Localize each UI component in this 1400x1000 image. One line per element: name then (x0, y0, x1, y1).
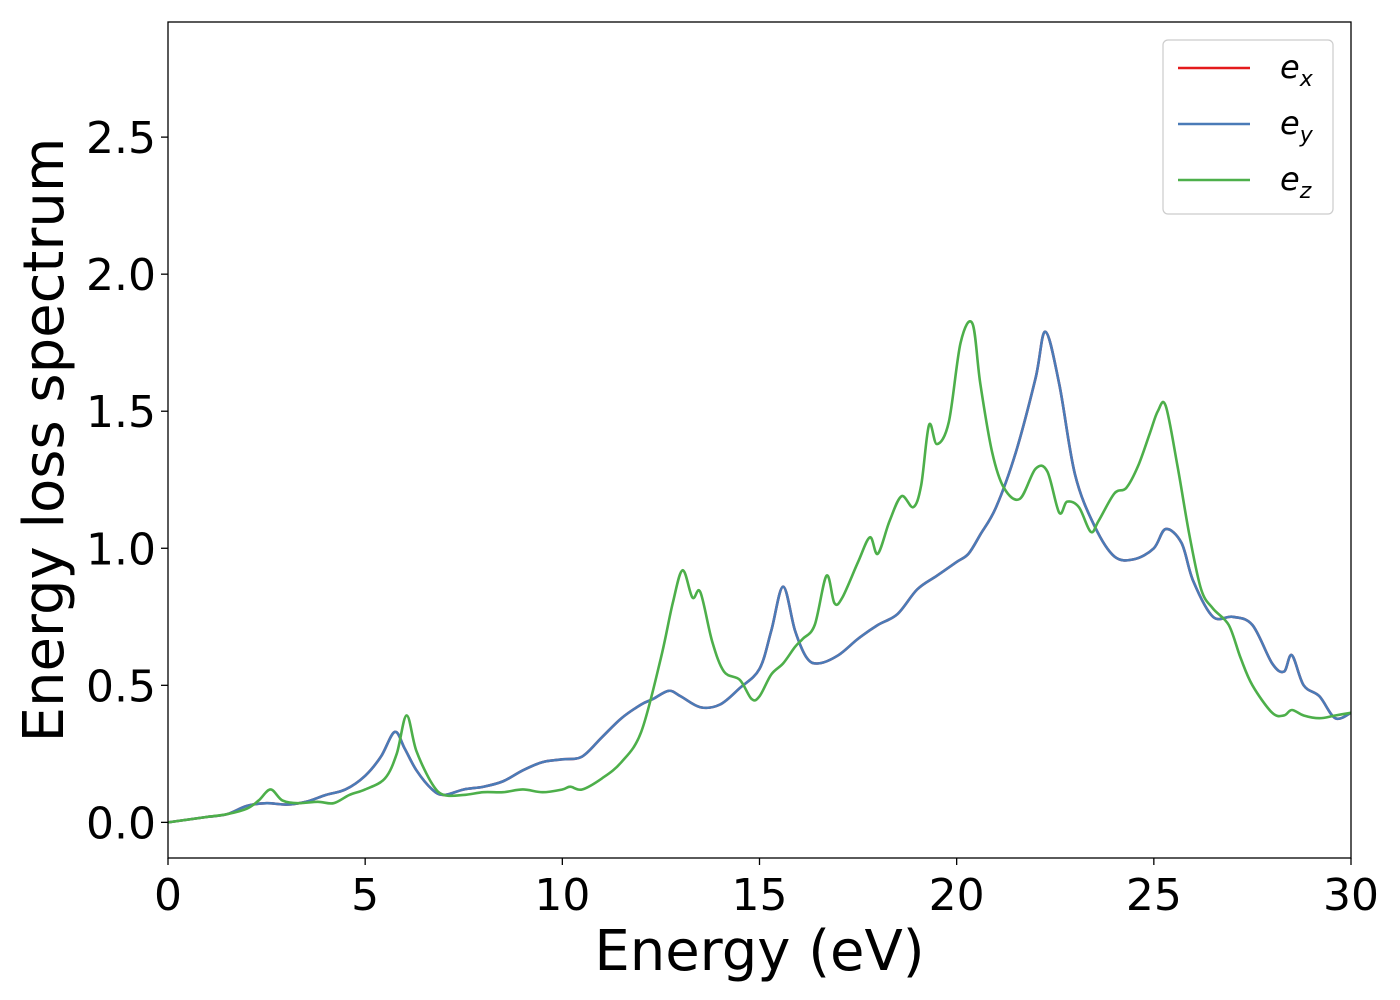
x-tick-label: 30 (1323, 870, 1379, 921)
y-tick-label: 0.5 (86, 661, 156, 712)
legend-label-ez: ez (1280, 160, 1312, 204)
y-tick-label: 2.0 (86, 250, 156, 301)
x-tick-label: 15 (732, 870, 788, 921)
y-tick-label: 0.0 (86, 798, 156, 849)
y-tick-label: 2.5 (86, 113, 156, 164)
legend: ex ey ez (1162, 39, 1334, 215)
x-tick-label: 5 (351, 870, 379, 921)
x-tick-label: 25 (1126, 870, 1182, 921)
y-axis: 0.0 0.5 1.0 1.5 2.0 2.5 (86, 113, 168, 849)
x-tick-label: 10 (534, 870, 590, 921)
y-tick-label: 1.5 (86, 387, 156, 438)
legend-label-ey: ey (1280, 104, 1314, 148)
x-axis: 0 5 10 15 20 25 30 (154, 858, 1379, 921)
x-tick-label: 0 (154, 870, 182, 921)
y-axis-title: Energy loss spectrum (12, 138, 77, 743)
legend-label-ex: ex (1280, 48, 1314, 92)
x-tick-label: 20 (929, 870, 985, 921)
series-line-ey (167, 330, 1352, 824)
y-tick-label: 1.0 (86, 524, 156, 575)
series-line-ez (167, 320, 1352, 824)
x-axis-title: Energy (eV) (594, 919, 924, 984)
series-layer (167, 320, 1352, 824)
legend-box (1162, 39, 1334, 215)
